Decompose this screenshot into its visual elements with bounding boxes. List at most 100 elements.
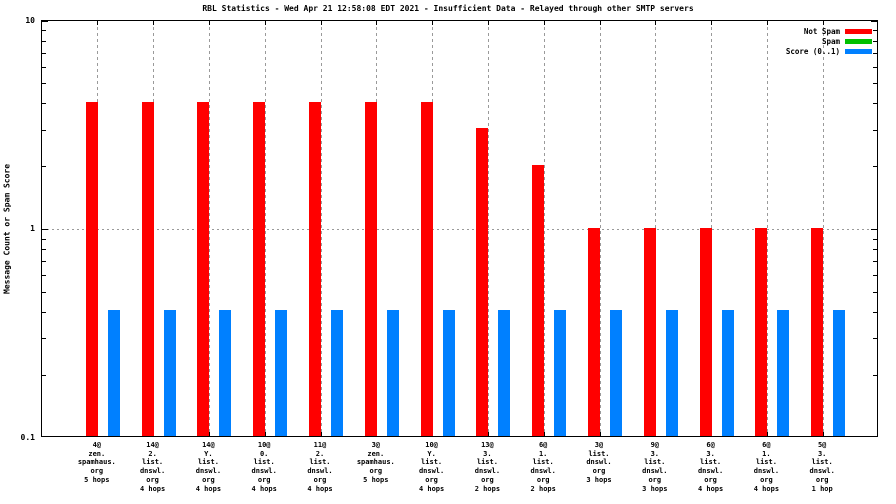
x-category-label: 10@ 0. list. dnswl. org 4 hops [251,441,277,493]
y-tick-mark [42,249,46,251]
y-tick-mark [873,40,877,42]
x-tick-mark [766,432,768,436]
y-tick-mark [871,21,877,22]
vertical-gridline [766,21,768,436]
x-tick-mark [711,432,713,436]
y-tick-mark [42,436,48,437]
y-tick-mark [42,229,48,230]
bar-not-spam [643,227,656,436]
y-tick-label: 0.1 [20,432,35,442]
x-category-label: 6@ 3. list. dnswl. org 4 hops [697,441,724,493]
y-tick-mark [873,338,877,340]
x-tick-mark [766,21,768,25]
bar-not-spam [309,101,321,436]
y-tick-mark [873,275,877,277]
y-tick-mark [42,238,46,240]
legend-row: Spam [786,36,872,46]
legend-row: Not Spam [786,26,872,36]
x-category-label: 14@ Y. list. dnswl. org 4 hops [195,441,222,493]
y-tick-mark [42,311,46,313]
x-tick-mark [376,21,378,25]
vertical-gridline [599,21,601,436]
y-tick-mark [42,261,46,263]
x-tick-mark [376,432,378,436]
bar-score-0-1 [107,310,120,436]
y-tick-mark [873,30,877,32]
legend-swatch [845,38,872,44]
x-category-label: 9@ 3. list. dnswl. org 3 hops [642,441,668,493]
chart-title: RBL Statistics - Wed Apr 21 12:58:08 EDT… [202,4,694,13]
vertical-gridline [487,21,489,436]
y-tick-mark [873,66,877,68]
bar-not-spam [364,101,377,436]
x-tick-mark [208,21,210,25]
x-category-label: 3@ zen. spamhaus. org 5 hops [356,441,395,484]
bar-not-spam [420,101,433,436]
vertical-gridline [432,21,434,436]
y-tick-mark [42,166,46,168]
x-tick-mark [543,21,545,25]
bar-score-0-1 [665,310,678,436]
x-tick-mark [432,21,434,25]
x-tick-mark [432,432,434,436]
x-category-label: 6@ 1. list. dnswl. org 2 hops [530,441,556,493]
y-tick-mark [873,166,877,168]
x-tick-mark [599,21,601,25]
legend-label: Not Spam [803,26,840,36]
bar-score-0-1 [498,310,511,436]
x-tick-mark [711,21,713,25]
legend-label: Score (0..1) [785,46,840,56]
bar-score-0-1 [833,310,846,436]
y-tick-mark [42,30,46,32]
x-category-label: 13@ 3. list. dnswl. org 2 hops [474,441,501,493]
x-tick-mark [487,21,489,25]
vertical-gridline [711,21,713,436]
y-tick-mark [873,249,877,251]
bar-not-spam [588,227,600,436]
bar-not-spam [811,227,824,436]
legend-swatch [845,28,872,34]
bar-score-0-1 [386,310,399,436]
legend-label: Spam [821,36,840,46]
y-tick-mark [42,21,48,22]
x-category-label: 4@ zen. spamhaus. org 5 hops [77,441,116,484]
vertical-gridline [655,21,657,436]
y-tick-mark [42,83,46,85]
bar-not-spam [253,101,266,436]
horizontal-gridline [42,229,877,230]
bar-not-spam [755,227,768,436]
bar-score-0-1 [442,310,455,436]
x-tick-mark [320,21,322,25]
y-tick-mark [873,129,877,131]
x-tick-mark [97,21,99,25]
vertical-gridline [543,21,545,436]
x-tick-mark [320,432,322,436]
bar-not-spam [532,164,545,436]
x-tick-mark [208,432,210,436]
x-category-label: 3@ list. dnswl. org 3 hops [586,441,612,484]
legend-swatch [845,48,872,54]
bar-not-spam [141,101,154,436]
x-tick-mark [153,432,155,436]
x-tick-mark [153,21,155,25]
y-tick-mark [873,238,877,240]
bar-score-0-1 [610,310,622,436]
bar-score-0-1 [163,310,176,436]
x-tick-mark [97,432,99,436]
bar-score-0-1 [331,310,343,436]
vertical-gridline [320,21,322,436]
vertical-gridline [264,21,266,436]
y-tick-mark [42,129,46,131]
x-tick-mark [822,21,824,25]
bar-score-0-1 [275,310,288,436]
x-category-label: 11@ 2. list. dnswl. org 4 hops [307,441,333,493]
vertical-gridline [822,21,824,436]
bar-not-spam [699,227,712,436]
bar-not-spam [476,128,489,436]
y-tick-mark [873,374,877,376]
bar-score-0-1 [721,310,734,436]
y-tick-mark [42,338,46,340]
x-tick-mark [822,432,824,436]
y-tick-label: 1 [30,224,35,233]
